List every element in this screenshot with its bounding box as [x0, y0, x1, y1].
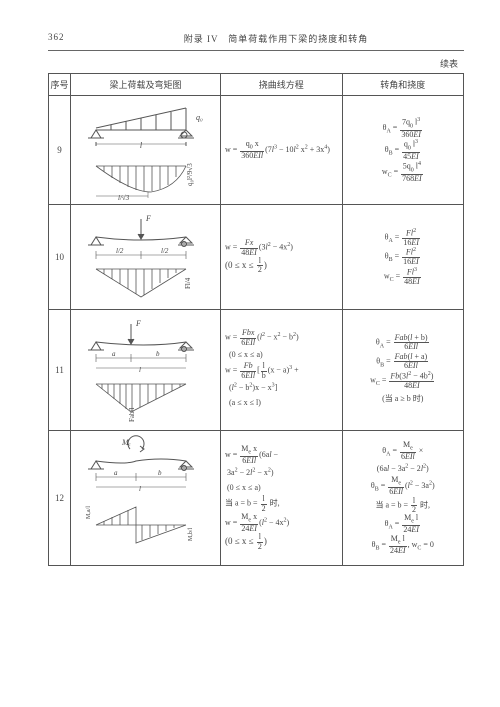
- svg-text:q₀: q₀: [196, 113, 203, 122]
- svg-text:l/2: l/2: [116, 247, 124, 255]
- row-num: 10: [49, 205, 71, 310]
- results-cell: θA = Fl216EIθB = Fl216EIwC = Fl348EI: [342, 205, 464, 310]
- svg-text:Mₑa/l: Mₑa/l: [86, 506, 92, 519]
- svg-text:Mₑ: Mₑ: [121, 438, 131, 447]
- diagram-cell: l q₀ l/√3 q₀l²/9√3: [71, 96, 221, 205]
- table-row: 12 Mₑ a: [49, 431, 464, 566]
- svg-text:Fab/l: Fab/l: [128, 408, 136, 422]
- equation-cell: w = Me x6EIl(6al − 3a2 − 2l2 − x2) (0 ≤ …: [221, 431, 343, 566]
- header-rule: [48, 50, 464, 51]
- table-row: 10 F l/2 l/2: [49, 205, 464, 310]
- page-number: 362: [48, 32, 88, 45]
- row-num: 9: [49, 96, 71, 205]
- diagram-cell: Mₑ a b l: [71, 431, 221, 566]
- col-header-diagram: 梁上荷载及弯矩图: [71, 74, 221, 96]
- results-cell: θA = Me6EIl ×(6al − 3a2 − 2l2)θB = Me6EI…: [342, 431, 464, 566]
- continued-label: 续表: [48, 57, 464, 70]
- row-num: 12: [49, 431, 71, 566]
- table-row: 11 F a b: [49, 310, 464, 431]
- svg-text:l: l: [139, 141, 142, 150]
- svg-text:b: b: [156, 350, 160, 358]
- svg-text:a: a: [114, 469, 118, 477]
- col-header-num: 序号: [49, 74, 71, 96]
- beam-diagram-10: F l/2 l/2: [76, 209, 216, 305]
- equation-cell: w = Fbx6EIl(l2 − x2 − b2) (0 ≤ x ≤ a)w =…: [221, 310, 343, 431]
- svg-text:F: F: [145, 214, 151, 223]
- results-cell: θA = 7q0 l3360EIθB = q0 l345EIwC = 5q0 l…: [342, 96, 464, 205]
- svg-text:q₀l²/9√3: q₀l²/9√3: [186, 163, 194, 186]
- beam-diagram-12: Mₑ a b l: [76, 435, 216, 561]
- diagram-cell: F a b l: [71, 310, 221, 431]
- equation-cell: w = q0 x360EIl(7l3 − 10l2 x2 + 3x4): [221, 96, 343, 205]
- table-row: 9: [49, 96, 464, 205]
- svg-text:l/√3: l/√3: [118, 194, 130, 200]
- diagram-cell: F l/2 l/2: [71, 205, 221, 310]
- page-title: 附录 IV 简单荷载作用下梁的挠度和转角: [88, 32, 464, 45]
- beam-deflection-table: 序号 梁上荷载及弯矩图 挠曲线方程 转角和挠度 9: [48, 73, 464, 566]
- svg-text:l: l: [139, 366, 141, 374]
- results-cell: θA = Fab(l + b)6EIlθB = Fab(l + a)6EIlwC…: [342, 310, 464, 431]
- col-header-results: 转角和挠度: [342, 74, 464, 96]
- col-header-equation: 挠曲线方程: [221, 74, 343, 96]
- svg-text:Fl/4: Fl/4: [184, 277, 192, 289]
- svg-text:a: a: [112, 350, 116, 358]
- svg-text:F: F: [135, 319, 141, 328]
- beam-diagram-11: F a b l: [76, 314, 216, 426]
- row-num: 11: [49, 310, 71, 431]
- svg-text:l/2: l/2: [161, 247, 169, 255]
- svg-text:Mₑb/l: Mₑb/l: [188, 527, 194, 541]
- svg-text:l: l: [139, 485, 141, 493]
- equation-cell: w = Fx48EI(3l2 − 4x2)(0 ≤ x ≤ l2): [221, 205, 343, 310]
- svg-text:b: b: [158, 469, 162, 477]
- beam-diagram-9: l q₀ l/√3 q₀l²/9√3: [76, 100, 216, 200]
